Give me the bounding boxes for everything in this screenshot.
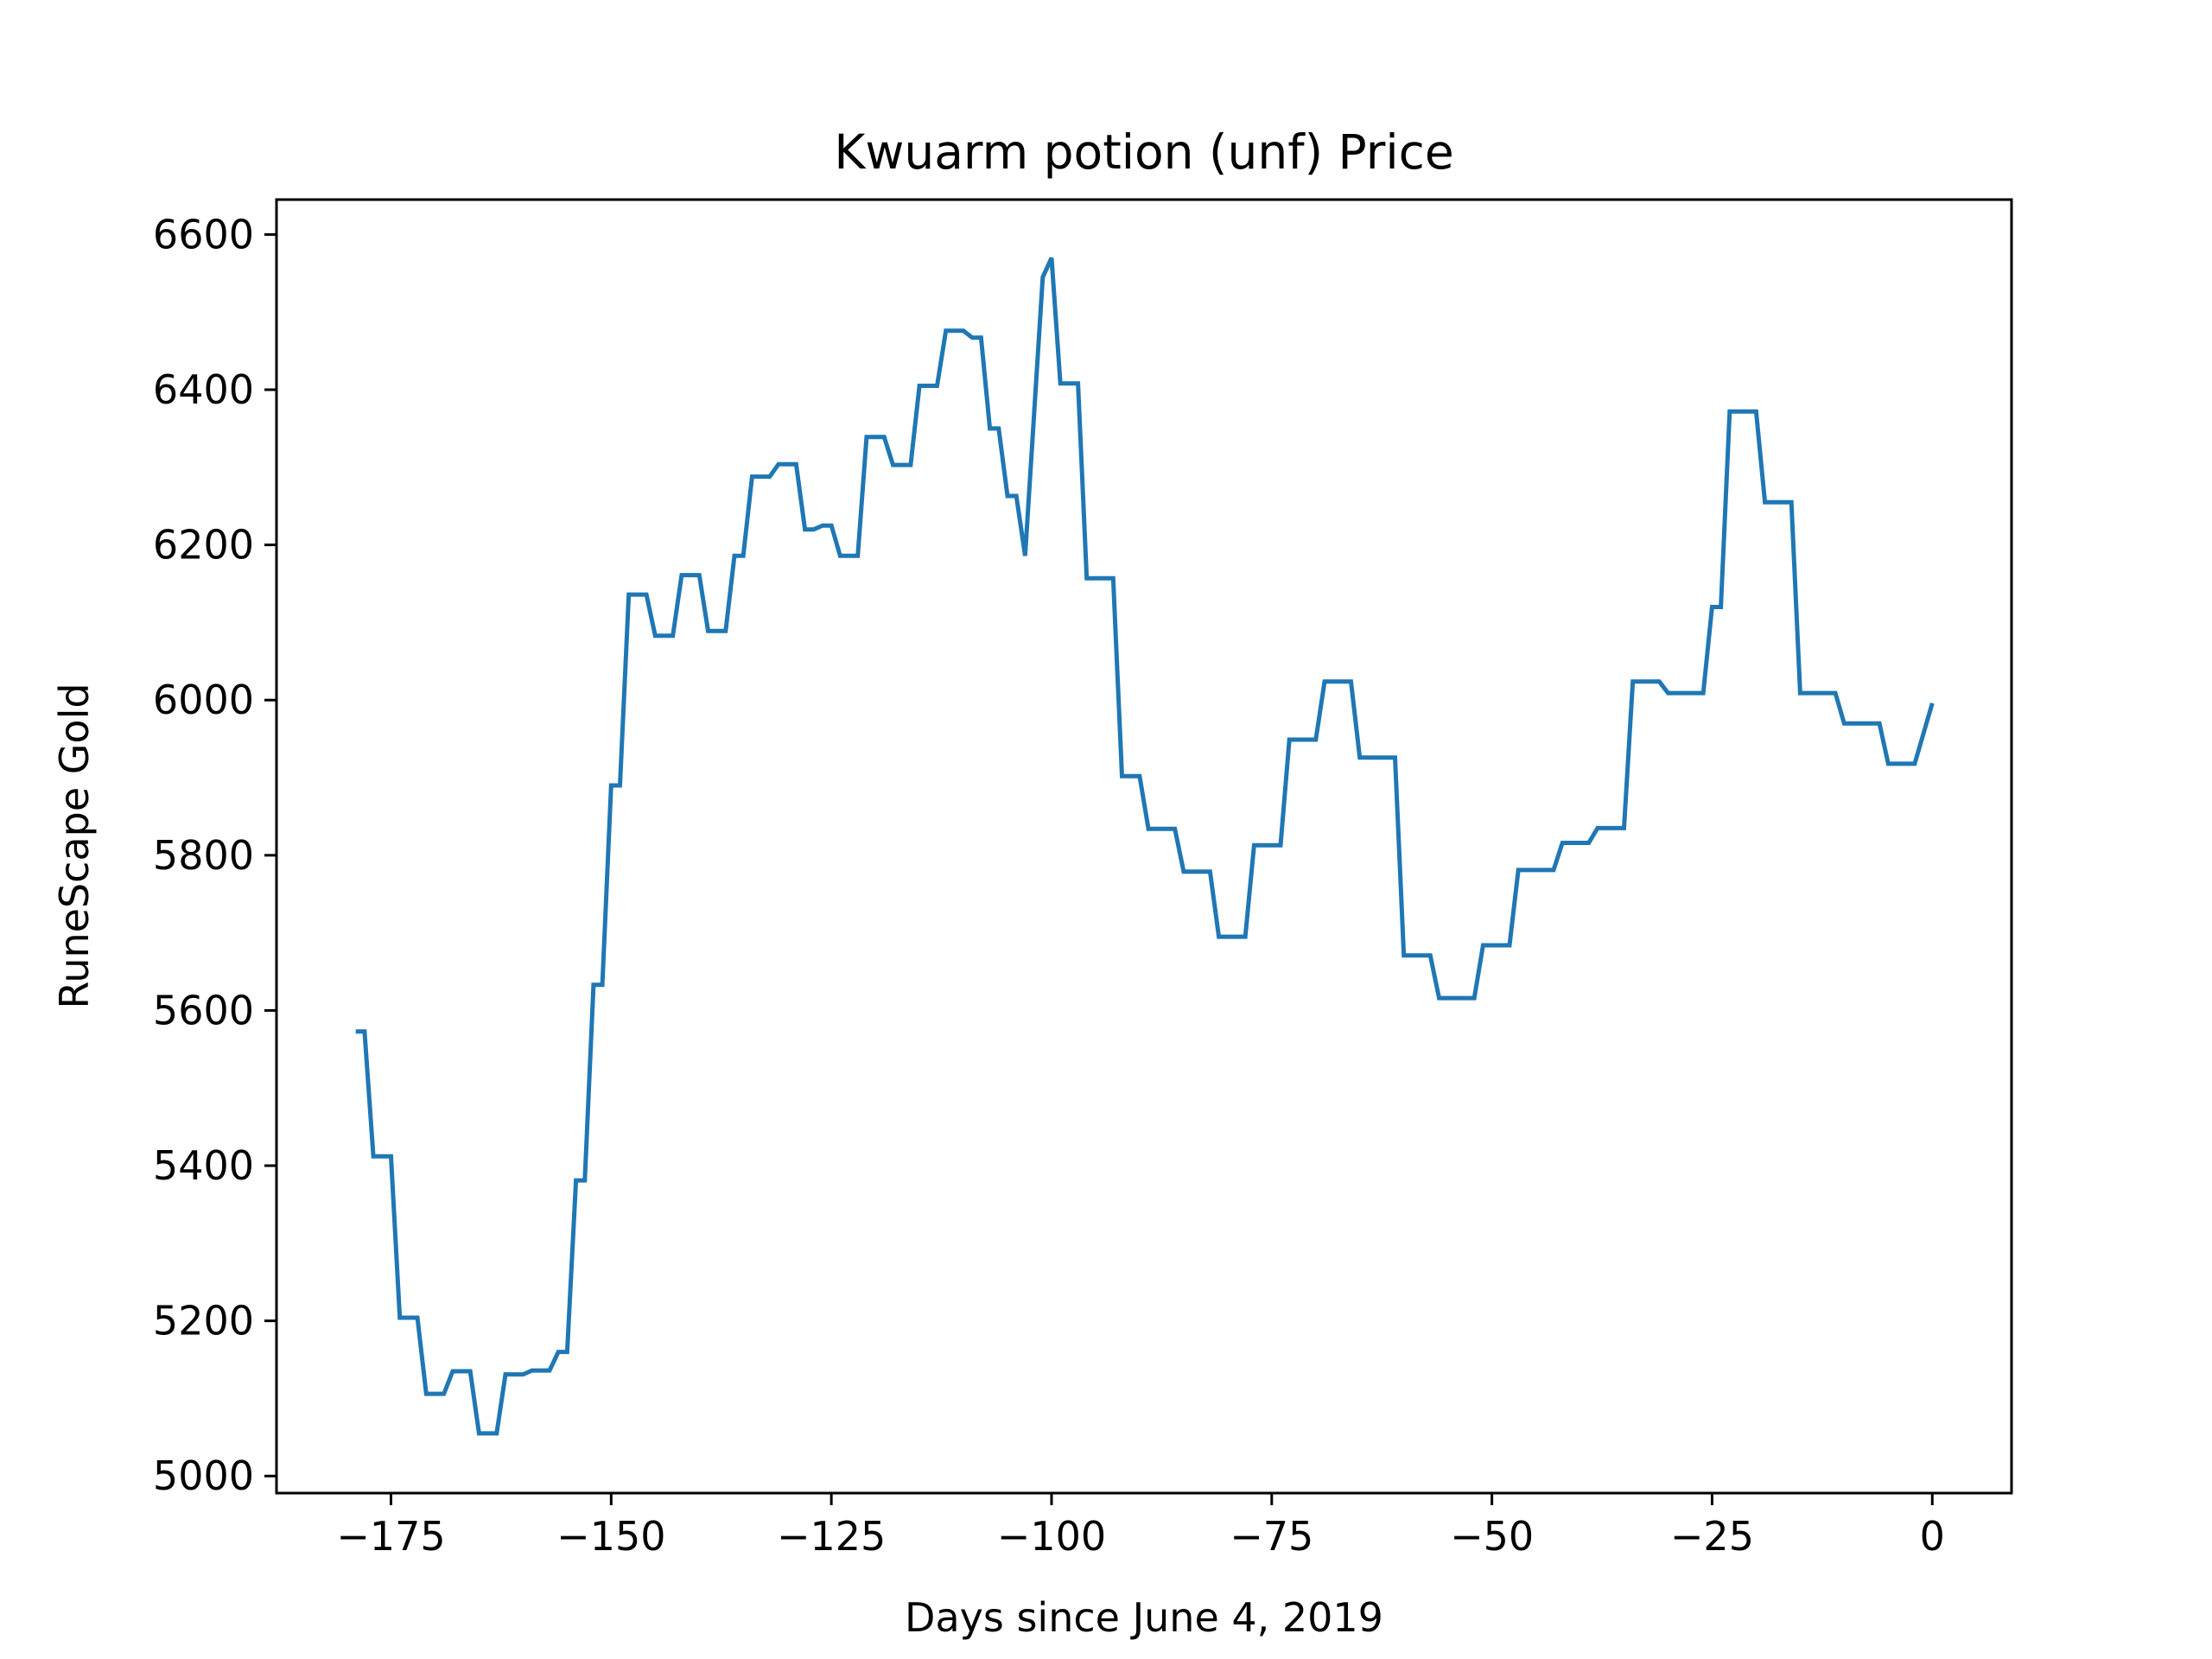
x-tick-label: −100 [997,1513,1106,1560]
x-axis-title: Days since June 4, 2019 [905,1594,1383,1641]
x-tick-label: −25 [1670,1513,1754,1560]
x-tick-label: −125 [777,1513,886,1560]
x-tick-label: 0 [1920,1513,1945,1560]
x-tick-label: −75 [1230,1513,1313,1560]
chart-title: Kwuarm potion (unf) Price [834,124,1453,180]
plot-frame [275,198,2013,1495]
y-tick-label: 6200 [153,522,254,569]
ticks-layer: −175 −150 −125 −100 −75 −50 −25 0 5000 5200 5400 56… [153,211,1945,1560]
x-tick-label: −50 [1450,1513,1534,1560]
y-tick-label: 5800 [153,832,254,879]
x-tick-label: −150 [556,1513,665,1560]
price-line [355,257,1935,1436]
y-axis-title: RuneScape Gold [51,683,98,1008]
y-tick-label: 6400 [153,366,254,413]
y-tick-label: 5400 [153,1142,254,1189]
y-tick-label: 5000 [153,1452,254,1499]
y-tick-label: 6000 [153,677,254,723]
y-tick-label: 5600 [153,987,254,1033]
y-tick-label: 6600 [153,211,254,257]
x-tick-label: −175 [336,1513,445,1560]
y-tick-label: 5200 [153,1298,254,1344]
